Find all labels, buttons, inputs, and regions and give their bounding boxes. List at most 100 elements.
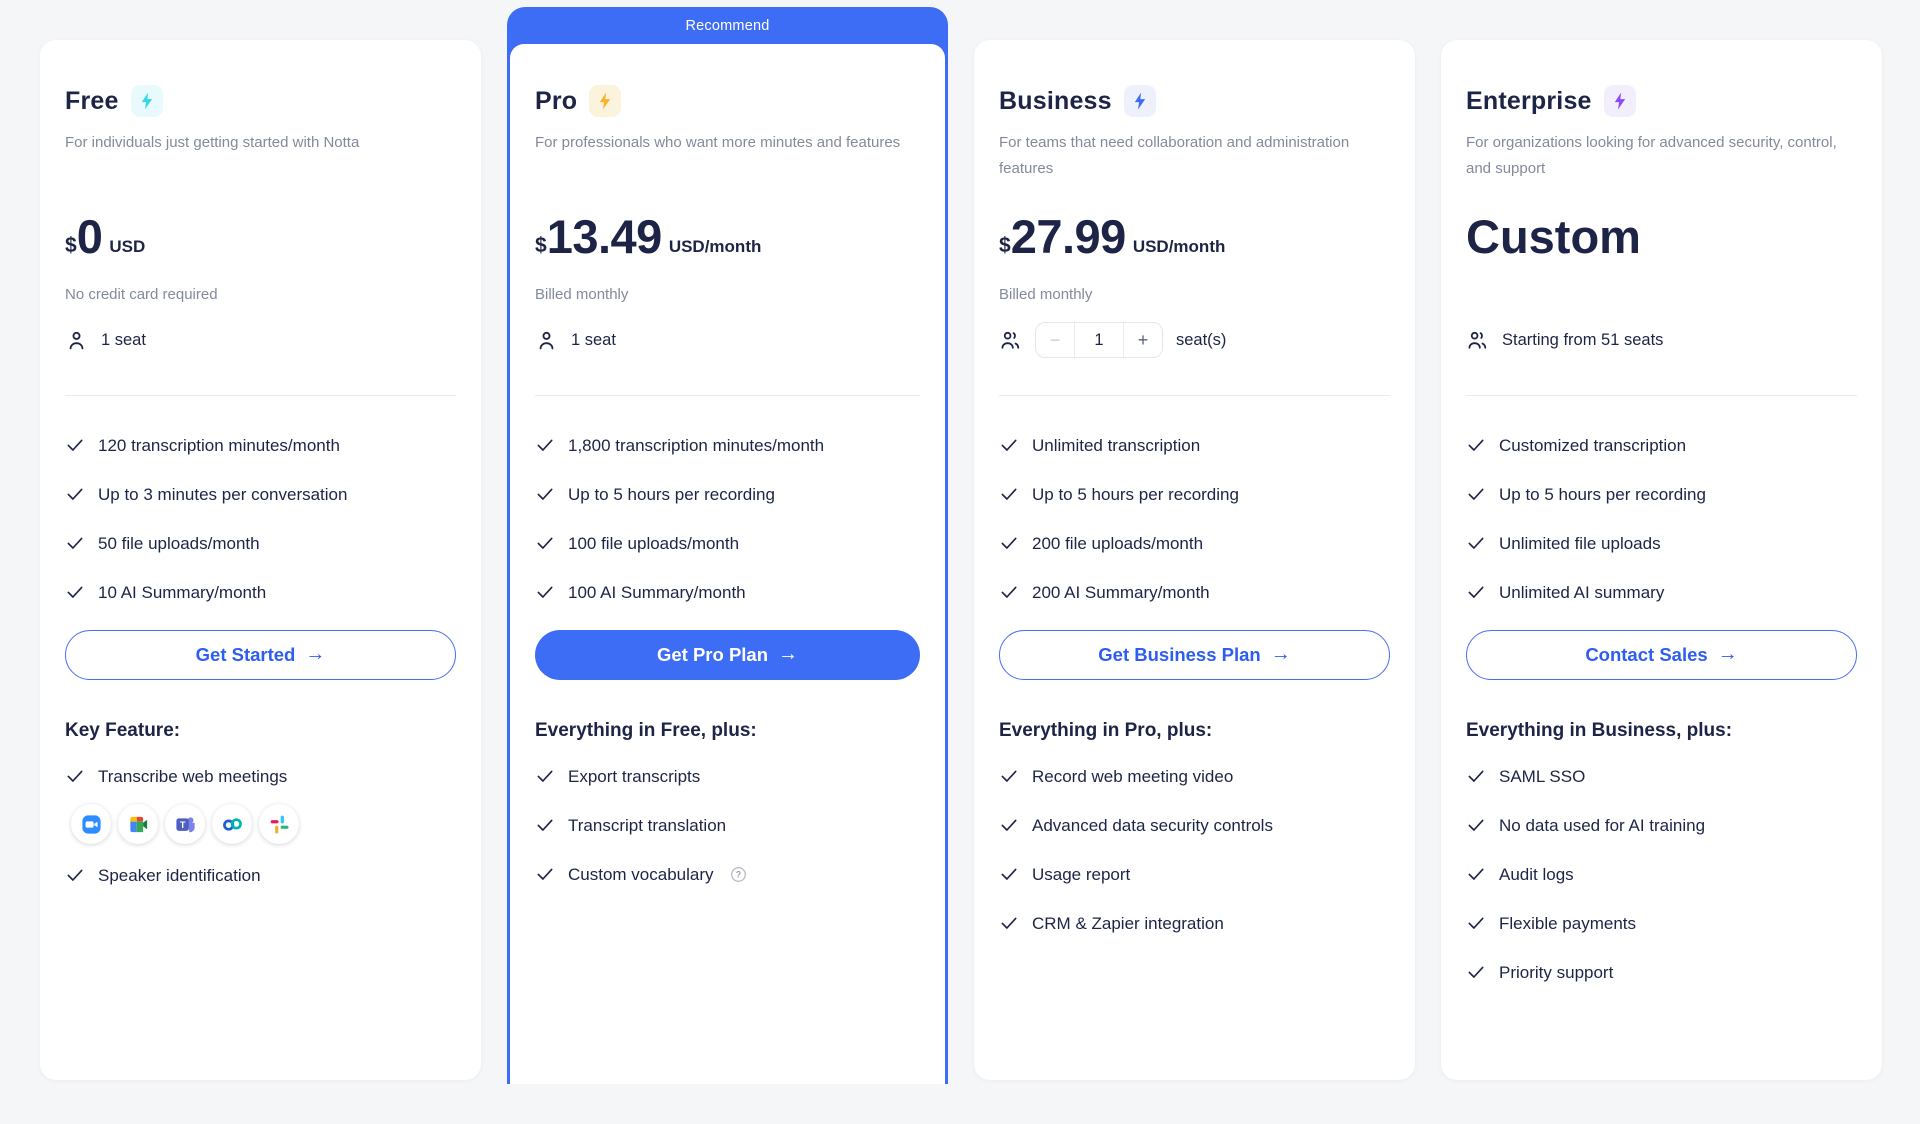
sub-feature-item: SAML SSO [1466, 765, 1857, 788]
seat-row: Starting from 51 seats [1466, 322, 1857, 358]
card-body: Business For teams that need collaborati… [974, 40, 1415, 1080]
section-heading: Everything in Business, plus: [1466, 720, 1733, 741]
plan-price: $ 13.49 USD/month [535, 207, 920, 263]
plan-description: For organizations looking for advanced s… [1466, 134, 1837, 177]
bolt-icon [130, 85, 163, 117]
sub-feature-list: Transcribe web meetings T Speaker identifi… [65, 765, 456, 887]
sub-feature-item: Transcript translation [535, 814, 920, 837]
cta-label: Get Started [195, 644, 296, 665]
plan-title-row: Enterprise [1466, 40, 1857, 117]
currency-symbol: $ [65, 234, 77, 257]
recommend-label: Recommend [685, 17, 770, 34]
section-heading: Key Feature: [65, 720, 181, 741]
check-icon [999, 581, 1019, 602]
card-body: Pro For professionals who want more minu… [510, 44, 945, 1084]
seat-row: 1 seat [535, 322, 920, 358]
check-icon [999, 532, 1019, 553]
feature-text: 100 AI Summary/month [568, 583, 746, 602]
feature-item: 100 AI Summary/month [535, 581, 920, 604]
seat-decrement-button[interactable]: − [1036, 323, 1074, 357]
sub-feature-item: Advanced data security controls [999, 814, 1390, 837]
feature-text: Up to 5 hours per recording [1032, 485, 1239, 504]
check-icon [1466, 863, 1486, 884]
check-icon [1466, 532, 1486, 553]
feature-text: 10 AI Summary/month [98, 583, 267, 602]
feature-item: Unlimited AI summary [1466, 581, 1857, 604]
plan-price: Custom [1466, 207, 1857, 263]
bolt-icon [1123, 85, 1156, 117]
sub-feature-item: Record web meeting video [999, 765, 1390, 788]
check-icon [65, 581, 85, 602]
feature-item: Up to 5 hours per recording [535, 483, 920, 506]
sub-feature-text: Transcript translation [568, 816, 727, 835]
sub-feature-text: Transcribe web meetings [98, 767, 288, 786]
feature-item: Up to 5 hours per recording [1466, 483, 1857, 506]
feature-item: 100 file uploads/month [535, 532, 920, 555]
sub-feature-item: Speaker identification [65, 864, 456, 887]
pricing-card: Enterprise For organizations looking for… [1441, 40, 1882, 1080]
feature-text: 120 transcription minutes/month [98, 436, 340, 455]
feature-text: Up to 5 hours per recording [1499, 485, 1706, 504]
plan-description: For professionals who want more minutes … [535, 134, 901, 151]
section-heading: Everything in Free, plus: [535, 720, 757, 741]
people-icon [999, 329, 1022, 352]
check-icon [535, 814, 555, 835]
sub-feature-text: Record web meeting video [1032, 767, 1234, 786]
check-icon [65, 864, 85, 885]
feature-text: 50 file uploads/month [98, 534, 260, 553]
person-icon [535, 329, 558, 352]
seat-label: seat(s) [1176, 330, 1227, 349]
seat-increment-button[interactable]: + [1124, 323, 1162, 357]
section-heading: Everything in Pro, plus: [999, 720, 1213, 741]
sub-feature-text: Usage report [1032, 865, 1131, 884]
plan-title: Business [999, 86, 1112, 115]
divider [1466, 395, 1857, 396]
seat-label: 1 seat [101, 330, 146, 349]
sub-feature-text: CRM & Zapier integration [1032, 914, 1224, 933]
cta-label: Contact Sales [1585, 644, 1708, 665]
feature-list: 1,800 transcription minutes/month Up to 5… [535, 434, 920, 604]
divider [535, 395, 920, 396]
check-icon [1466, 765, 1486, 786]
feature-text: 200 AI Summary/month [1032, 583, 1210, 602]
price-amount: 0 [76, 210, 103, 263]
plan-description: For individuals just getting started wit… [65, 134, 360, 151]
feature-item: 1,800 transcription minutes/month [535, 434, 920, 457]
plan-cta-button[interactable]: Contact Sales → [1466, 630, 1857, 680]
feature-item: 50 file uploads/month [65, 532, 456, 555]
plan-cta-button[interactable]: Get Pro Plan → [535, 630, 920, 680]
plan-title: Free [65, 86, 119, 115]
check-icon [1466, 814, 1486, 835]
feature-item: Unlimited transcription [999, 434, 1390, 457]
check-icon [999, 814, 1019, 835]
plan-cta-button[interactable]: Get Started → [65, 630, 456, 680]
seat-count-value[interactable]: 1 [1074, 323, 1124, 357]
seat-stepper: − 1 + [1035, 322, 1163, 358]
check-icon [999, 863, 1019, 884]
plan-cta-button[interactable]: Get Business Plan → [999, 630, 1390, 680]
plan-price: $ 27.99 USD/month [999, 207, 1390, 263]
feature-text: Up to 5 hours per recording [568, 485, 775, 504]
feature-item: Up to 3 minutes per conversation [65, 483, 456, 506]
help-icon[interactable]: ? [730, 863, 747, 883]
recommend-ribbon: Recommend [510, 7, 945, 44]
check-icon [999, 765, 1019, 786]
check-icon [535, 483, 555, 504]
card-body: Free For individuals just getting starte… [40, 40, 481, 1080]
plan-description: For teams that need collaboration and ad… [999, 134, 1350, 177]
cta-label: Get Business Plan [1098, 644, 1261, 665]
feature-text: 100 file uploads/month [568, 534, 740, 553]
microsoft-teams-icon: T [165, 804, 205, 844]
divider [65, 395, 456, 396]
webex-icon [212, 804, 252, 844]
check-icon [1466, 581, 1486, 602]
feature-list: Unlimited transcription Up to 5 hours per… [999, 434, 1390, 604]
feature-item: 120 transcription minutes/month [65, 434, 456, 457]
feature-item: 10 AI Summary/month [65, 581, 456, 604]
bolt-icon [1603, 85, 1636, 117]
cta-label: Get Pro Plan [656, 644, 769, 665]
feature-text: Unlimited AI summary [1499, 583, 1665, 602]
check-icon [1466, 961, 1486, 982]
sub-feature-text: Speaker identification [98, 866, 261, 885]
